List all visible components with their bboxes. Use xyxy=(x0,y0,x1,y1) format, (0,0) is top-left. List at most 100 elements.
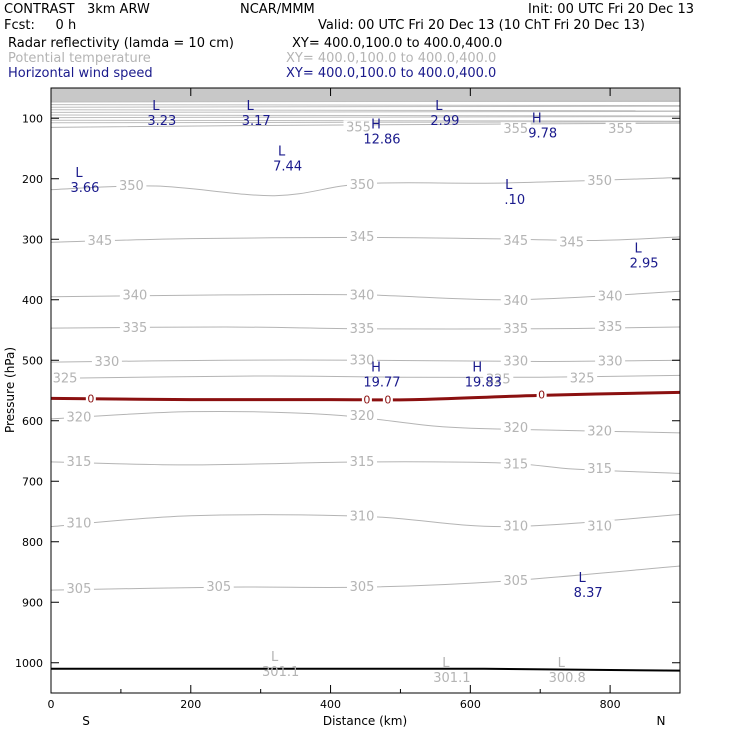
upper-band-line xyxy=(51,104,680,107)
extremum-value-label: 8.37 xyxy=(574,586,603,601)
theta-label-bg xyxy=(347,321,378,335)
y-tick-label: 200 xyxy=(22,173,43,186)
theta-contour-355 xyxy=(51,122,680,128)
extremum-type-label: H xyxy=(371,361,381,376)
theta-contour-label: 320 xyxy=(67,411,92,426)
theta-contour-label: 345 xyxy=(88,234,113,249)
theta-label-bg xyxy=(500,321,531,335)
plot-frame xyxy=(50,87,681,694)
theta-label-bg xyxy=(584,519,615,533)
theta-label-bg xyxy=(567,371,598,385)
field-xy-theta: XY= 400.0,100.0 to 400.0,400.0 xyxy=(286,51,497,66)
theta-contour-label: 325 xyxy=(570,371,595,386)
y-tick-label: 800 xyxy=(22,536,43,549)
theta-contour-320 xyxy=(51,410,680,434)
theta-contour-label: 335 xyxy=(122,321,147,336)
reflectivity-contour-label: 0 xyxy=(87,392,94,405)
theta-contour-label: 320 xyxy=(350,409,375,424)
field-xy-wind: XY= 400.0,100.0 to 400.0,400.0 xyxy=(286,66,497,81)
theta-label-bg xyxy=(347,454,378,468)
extremum-value-label: 3.17 xyxy=(242,114,271,129)
theta-label-bg xyxy=(500,234,531,248)
theta-label-bg xyxy=(500,421,531,435)
surface-line xyxy=(51,667,680,672)
theta-contour-label: 330 xyxy=(94,355,119,370)
reflectivity-label-bg xyxy=(536,388,547,400)
theta-label-bg xyxy=(347,288,378,302)
extremum-type-label: L xyxy=(75,166,83,181)
upper-band-fill xyxy=(51,88,680,102)
x-tick-label: 800 xyxy=(600,698,621,711)
y-tick-label: 500 xyxy=(22,354,43,367)
extremum-type-label: H xyxy=(371,117,381,132)
extremum-type-label: L xyxy=(634,241,642,256)
extremum-value-label: 300.8 xyxy=(549,671,586,686)
theta-label-bg xyxy=(347,408,378,422)
x-tick-label: 200 xyxy=(180,698,201,711)
theta-contours: 355 355 355 350 350 350 345 345 345 345 340 340 340 3… xyxy=(51,120,680,597)
upper-band-line xyxy=(51,114,680,117)
theta-contour-label: 350 xyxy=(587,174,612,189)
theta-contour-label: 350 xyxy=(350,178,375,193)
theta-label-bg xyxy=(63,516,94,530)
theta-contour-label: 310 xyxy=(350,509,375,524)
init-time: Init: 00 UTC Fri 20 Dec 13 xyxy=(528,2,694,17)
theta-contour-label: 355 xyxy=(503,122,528,137)
theta-label-bg xyxy=(605,122,636,136)
reflectivity-label-bg xyxy=(382,393,393,405)
reflectivity-contour-label: 0 xyxy=(363,394,370,407)
theta-label-bg xyxy=(116,179,147,193)
theta-label-bg xyxy=(119,321,150,335)
extremum-type-label: L xyxy=(247,99,255,114)
theta-label-bg xyxy=(347,353,378,367)
theta-label-bg xyxy=(51,371,80,385)
theta-label-bg xyxy=(500,519,531,533)
theta-contour-label: 340 xyxy=(598,290,623,305)
theta-contour-label: 340 xyxy=(122,289,147,304)
theta-contour-label: 340 xyxy=(350,289,375,304)
extremum-value-label: 19.77 xyxy=(363,376,400,391)
reflectivity-contour-label: 0 xyxy=(384,394,391,407)
field-xy-reflectivity: XY= 400.0,100.0 to 400.0,400.0 xyxy=(292,36,503,51)
reflectivity-label-bg xyxy=(85,392,96,404)
extremum-type-label: L xyxy=(505,178,513,193)
theta-contour-label: 345 xyxy=(503,234,528,249)
extremum-value-label: 12.86 xyxy=(363,132,400,147)
theta-contour-label: 325 xyxy=(53,371,78,386)
theta-contour-label: 345 xyxy=(559,235,584,250)
extremum-type-label: L xyxy=(558,656,566,671)
theta-label-bg xyxy=(595,289,626,303)
theta-label-bg xyxy=(483,372,514,386)
extremum-value-label: 2.99 xyxy=(430,114,459,129)
extremum-value-label: 3.23 xyxy=(147,114,176,129)
upper-band-line xyxy=(51,105,680,108)
theta-contour-label: 320 xyxy=(503,421,528,436)
theta-contour-label: 330 xyxy=(598,354,623,369)
theta-label-bg xyxy=(500,574,531,588)
theta-label-bg xyxy=(119,288,150,302)
x-end-label-south: S xyxy=(82,714,90,728)
theta-label-bg xyxy=(584,462,615,476)
y-tick-label: 600 xyxy=(22,415,43,428)
valid-time: Valid: 00 UTC Fri 20 Dec 13 (10 ChT Fri … xyxy=(318,18,646,33)
theta-contour-label: 355 xyxy=(608,122,633,137)
extremum-value-label: .10 xyxy=(504,193,525,208)
theta-contour-label: 345 xyxy=(350,230,375,245)
theta-label-bg xyxy=(347,229,378,243)
extremum-value-label: 301.1 xyxy=(433,671,470,686)
theta-label-bg xyxy=(595,354,626,368)
upper-contour-band xyxy=(51,88,680,124)
extremum-value-label: 3.66 xyxy=(70,181,99,196)
theta-contour-label: 310 xyxy=(503,520,528,535)
extremum-type-label: L xyxy=(442,656,450,671)
extremum-type-label: L xyxy=(579,571,587,586)
y-tick-label: 300 xyxy=(22,233,43,246)
theta-contour-label: 315 xyxy=(503,457,528,472)
theta-contour-label: 335 xyxy=(503,322,528,337)
theta-label-bg xyxy=(595,319,626,333)
extremum-type-label: L xyxy=(152,99,160,114)
y-tick-label: 900 xyxy=(22,596,43,609)
theta-label-bg xyxy=(584,174,615,188)
theta-label-bg xyxy=(63,410,94,424)
